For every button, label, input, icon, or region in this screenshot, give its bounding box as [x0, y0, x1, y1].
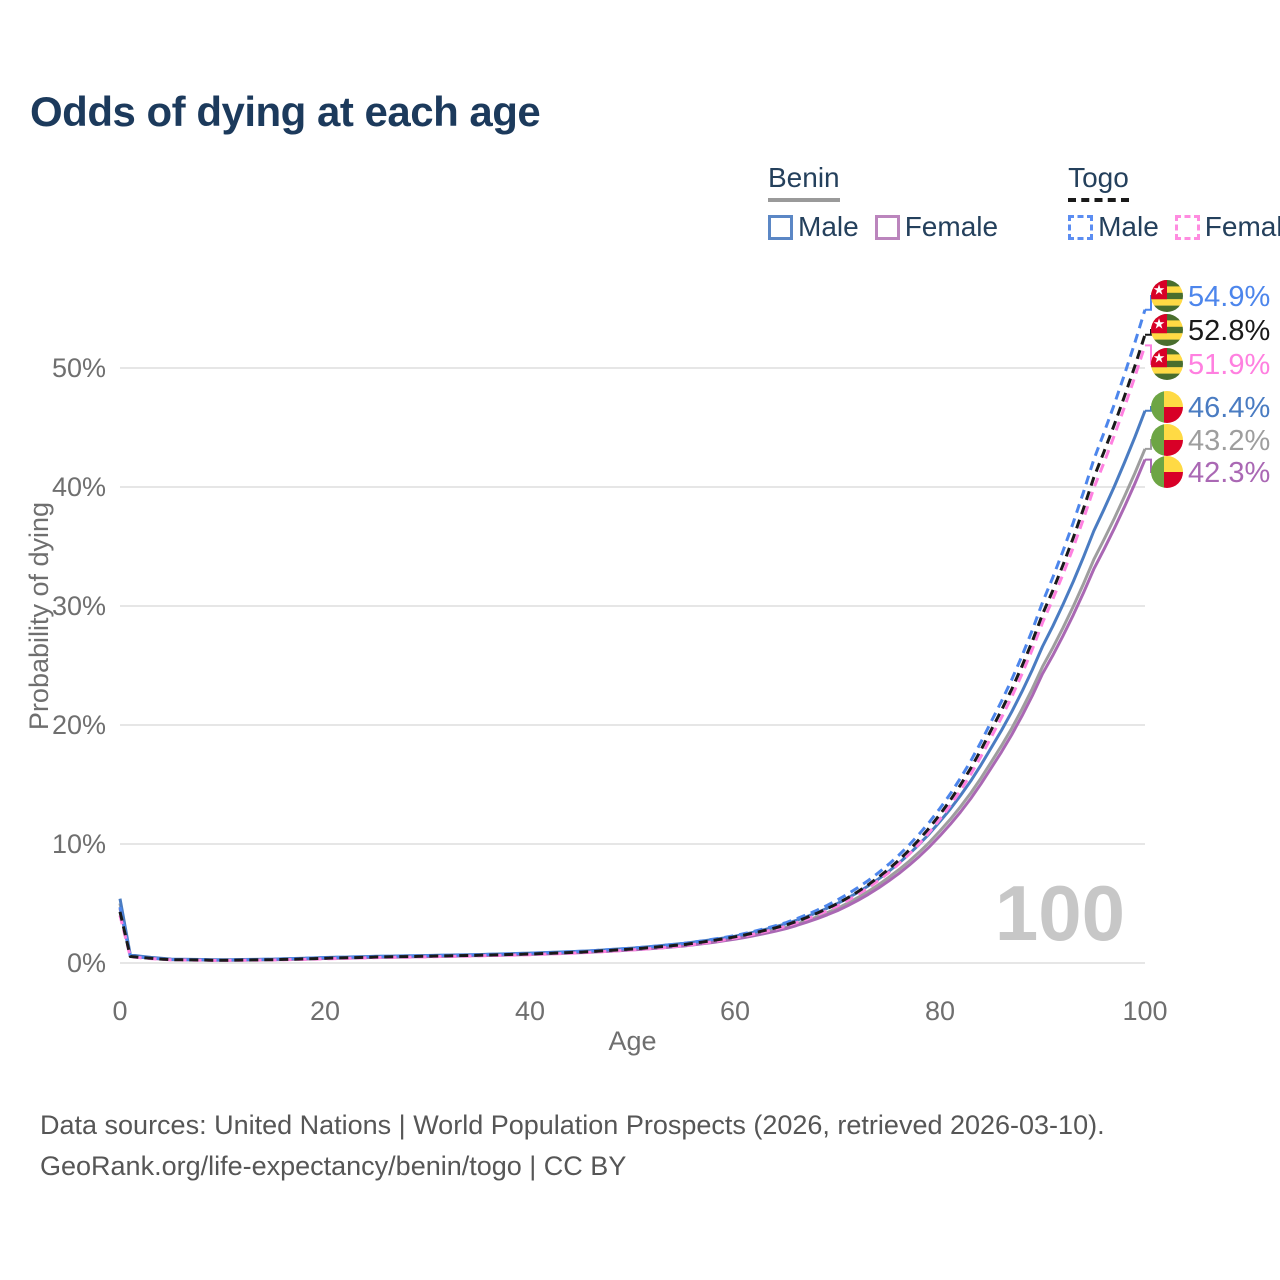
age-watermark: 100: [995, 869, 1125, 957]
footer-data-sources: Data sources: United Nations | World Pop…: [40, 1110, 1105, 1140]
series-line-benin[interactable]: [118, 448, 1147, 962]
svg-text:★: ★: [1153, 282, 1166, 298]
y-tick-label: 20%: [52, 710, 106, 740]
togo-line-style-swatch: [1068, 198, 1129, 202]
togo-flag-icon: ★: [1151, 314, 1183, 346]
y-axis-title: Probability of dying: [24, 502, 54, 730]
legend-country-togo[interactable]: Togo: [1068, 162, 1129, 202]
end-value-label: 54.9%: [1188, 281, 1270, 313]
end-value-label: 43.2%: [1188, 425, 1270, 457]
x-tick-label: 80: [925, 996, 955, 1026]
end-value-label: 42.3%: [1188, 457, 1270, 489]
x-axis-title: Age: [608, 1026, 656, 1056]
svg-text:★: ★: [1153, 316, 1166, 332]
togo-female-swatch-icon: [1174, 214, 1200, 240]
legend-item-label: Male: [798, 211, 859, 242]
y-tick-label: 40%: [52, 472, 106, 502]
legend-item-togo-male[interactable]: Male: [1068, 211, 1159, 243]
y-tick-label: 0%: [67, 948, 106, 978]
x-tick-label: 0: [112, 996, 127, 1026]
benin-flag-icon: [1151, 391, 1183, 423]
legend-item-togo-female[interactable]: Female: [1174, 211, 1280, 243]
legend-item-label: Female: [1204, 211, 1280, 242]
legend-item-label: Female: [904, 211, 999, 242]
y-tick-label: 10%: [52, 829, 106, 859]
end-value-label: 46.4%: [1188, 392, 1270, 424]
togo-flag-icon: ★: [1151, 348, 1183, 380]
x-tick-label: 40: [515, 996, 545, 1026]
togo-male-swatch-icon: [1068, 214, 1094, 240]
legend: Benin Male Female Togo: [768, 162, 1280, 243]
legend-items-benin: Male Female: [768, 211, 998, 243]
benin-female-swatch-icon: [874, 214, 900, 240]
legend-item-benin-male[interactable]: Male: [768, 211, 859, 243]
benin-line-style-swatch: [768, 198, 840, 202]
footer-attribution: GeoRank.org/life-expectancy/benin/togo |…: [40, 1151, 627, 1181]
y-tick-label: 30%: [52, 591, 106, 621]
series-line-togo-male[interactable]: [118, 309, 1147, 962]
legend-country-label: Togo: [1068, 162, 1129, 193]
series-line-togo[interactable]: [118, 334, 1147, 962]
x-tick-label: 60: [720, 996, 750, 1026]
legend-group-togo: Togo Male Female: [1068, 162, 1280, 243]
legend-item-label: Male: [1098, 211, 1159, 242]
benin-flag-icon: [1151, 424, 1183, 456]
end-value-label: 51.9%: [1188, 349, 1270, 381]
legend-items-togo: Male Female: [1068, 211, 1280, 243]
legend-group-benin: Benin Male Female: [768, 162, 998, 243]
x-tick-label: 20: [310, 996, 340, 1026]
chart-title: Odds of dying at each age: [30, 88, 541, 135]
y-tick-label: 50%: [52, 353, 106, 383]
legend-country-benin[interactable]: Benin: [768, 162, 840, 202]
end-value-label: 52.8%: [1188, 315, 1270, 347]
legend-item-benin-female[interactable]: Female: [874, 211, 999, 243]
svg-text:★: ★: [1153, 350, 1166, 366]
footer: Data sources: United Nations | World Pop…: [40, 1105, 1105, 1187]
legend-country-label: Benin: [768, 162, 840, 193]
benin-male-swatch-icon: [768, 214, 793, 240]
togo-flag-icon: ★: [1151, 280, 1183, 312]
benin-flag-icon: [1151, 456, 1183, 488]
series-line-benin-female[interactable]: [118, 459, 1147, 962]
series-line-togo-female[interactable]: [118, 344, 1147, 962]
series-line-benin-male[interactable]: [118, 410, 1147, 962]
x-tick-label: 100: [1122, 996, 1167, 1026]
